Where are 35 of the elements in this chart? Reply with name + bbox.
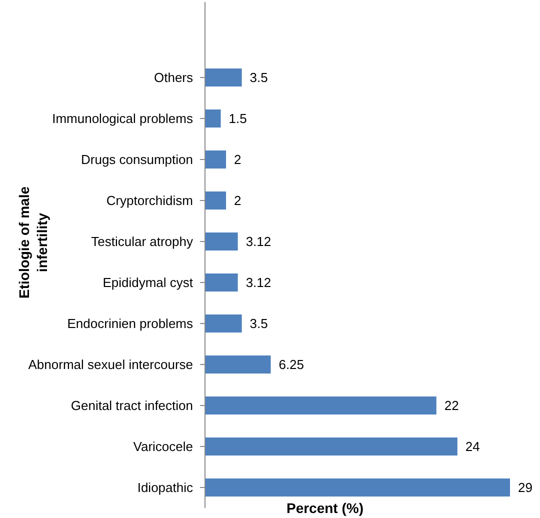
y-tick-label: Others (154, 70, 194, 86)
data-label: 3.12 (246, 234, 272, 250)
y-axis-title: Etiologie of male infertility (16, 186, 50, 299)
y-tick-label: Genital tract infection (70, 398, 193, 414)
y-tick-label: Varicocele (133, 439, 193, 454)
bar (205, 68, 242, 87)
data-label: 2 (234, 193, 242, 208)
data-label: 24 (465, 439, 480, 454)
data-label: 1.5 (228, 111, 247, 126)
y-tick-label: Drugs consumption (81, 152, 193, 168)
y-tick-label: Immunological problems (52, 111, 194, 126)
data-label: 3.5 (250, 316, 268, 332)
y-tick-label: Epididymal cyst (102, 275, 194, 290)
x-axis-title: Percent (%) (286, 500, 364, 516)
bar (205, 396, 436, 415)
bar (205, 109, 221, 128)
bar (205, 150, 226, 169)
data-label: 29 (518, 480, 532, 496)
y-tick-label: Idiopathic (137, 480, 194, 496)
bar (205, 191, 226, 210)
bar (205, 437, 458, 456)
y-tick-label: Testicular atrophy (91, 234, 194, 250)
data-label: 3.12 (246, 275, 272, 290)
data-label: 2 (234, 152, 242, 168)
bar (205, 273, 238, 292)
bar (205, 232, 238, 251)
y-tick-label: Cryptorchidism (106, 193, 193, 208)
bar (205, 478, 510, 497)
data-label: 22 (444, 398, 459, 414)
bar (205, 355, 271, 374)
y-tick-label: Abnormal sexuel intercourse (28, 357, 193, 372)
data-label: 6.25 (278, 357, 304, 372)
bar (205, 314, 242, 333)
y-tick-label: Endocrinien problems (67, 316, 194, 332)
data-label: 3.5 (250, 70, 268, 86)
